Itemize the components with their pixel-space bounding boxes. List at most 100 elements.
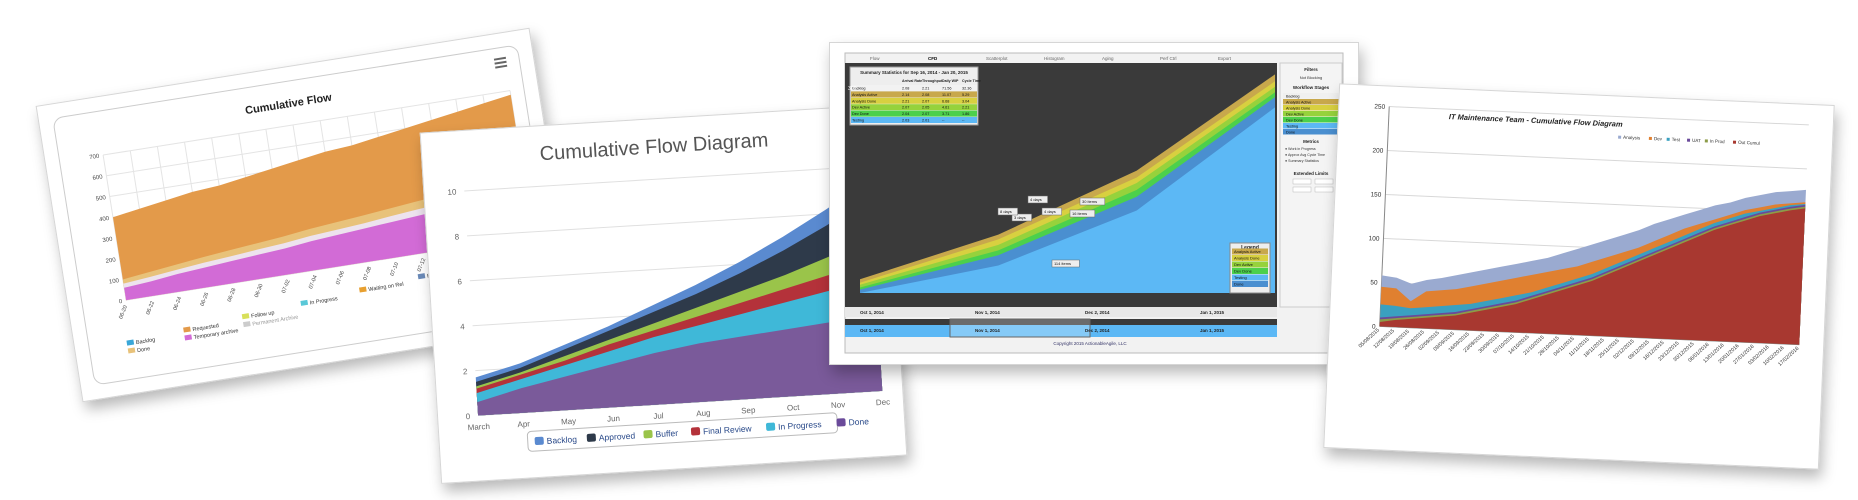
chart-2-legend-item[interactable]: Buffer: [655, 428, 678, 439]
sidebar-stage[interactable]: Dev Active: [1286, 112, 1304, 116]
chart-2-legend-item[interactable]: Backlog: [546, 434, 577, 446]
chart-2-legend-swatch: [586, 433, 596, 442]
chart-2-legend-item[interactable]: Done: [848, 416, 869, 427]
summary-cell: 2.05: [922, 106, 929, 110]
chart-3-navigator-window[interactable]: [949, 318, 1091, 338]
chart-1-legend-item[interactable]: Requested: [192, 323, 219, 333]
chart-3-legend-swatch: [1232, 248, 1268, 255]
chart-3-legend-item[interactable]: Done: [1234, 282, 1244, 287]
chart-2-x-tick: Oct: [787, 403, 801, 413]
hamburger-menu-icon[interactable]: [493, 56, 508, 69]
chart-2-x-tick: Dec: [876, 397, 891, 407]
sidebar-title-limits: Extended Limits: [1294, 171, 1329, 176]
chart-3-legend-swatch: [1232, 268, 1268, 274]
chart-1-legend-item[interactable]: In Progress: [309, 296, 338, 306]
chart-3-tab[interactable]: Export: [1218, 56, 1232, 61]
chart-1-legend-item[interactable]: Waiting on Rel: [368, 282, 404, 293]
chart-1-x-tick: 06-26: [200, 292, 211, 307]
chart-3-x-tick: Oct 1, 2014: [860, 310, 884, 315]
chart-3-svg: Flow CFD Scatterplot Histogram Aging Perf Ctr…: [844, 52, 1344, 354]
chart-2-y-tick: 4: [460, 322, 466, 331]
chart-1-legend-swatch: [242, 321, 251, 328]
summary-cell: 2.21: [902, 99, 909, 103]
sidebar-limit-input[interactable]: [1292, 178, 1312, 185]
chart-4-legend-item[interactable]: UAT: [1692, 138, 1701, 143]
chart-3-tab[interactable]: Aging: [1102, 56, 1114, 61]
summary-row-bg: [851, 91, 977, 98]
summary-row-bg: [851, 85, 977, 91]
sidebar-stage[interactable]: Analysis Done: [1286, 106, 1310, 110]
chart-4-legend-item[interactable]: In Prod: [1710, 139, 1725, 145]
chart-2-x-tick: Sep: [741, 406, 756, 416]
chart-3-callout: 16 items: [1072, 211, 1087, 216]
summary-cell: Analysis Done: [852, 99, 876, 103]
sidebar-limit-input[interactable]: [1314, 178, 1334, 185]
chart-3-tab[interactable]: Scatterplot: [986, 56, 1008, 61]
chart-4-legend-swatch: [1666, 137, 1670, 141]
summary-cell: Analysis Active: [852, 93, 877, 97]
chart-3-x-tick: Dec 2, 2014: [1085, 310, 1110, 315]
sidebar-stage[interactable]: Done: [1286, 130, 1295, 134]
chart-3-tab[interactable]: Flow: [870, 56, 880, 61]
chart-3-tab[interactable]: Histogram: [1044, 56, 1065, 61]
chart-4-legend-item[interactable]: Analysis: [1623, 135, 1641, 141]
chart-3-overview-tick: Jan 1, 2015: [1200, 328, 1225, 333]
chart-1-legend-item[interactable]: Follow up: [251, 310, 275, 320]
chart-3-legend-item[interactable]: Analysis Done: [1234, 256, 1260, 261]
sidebar-stage[interactable]: Testing: [1286, 124, 1298, 128]
chart-2-gridline: [467, 210, 872, 237]
summary-row-bg: [851, 97, 977, 104]
chart-1-legend-swatch: [417, 273, 426, 280]
chart-1-y-tick: 100: [109, 278, 120, 286]
chart-2-x-tick: Jul: [653, 411, 664, 421]
chart-4-y-tick: 150: [1370, 191, 1382, 198]
chart-1-legend-item[interactable]: Done: [137, 346, 151, 354]
chart-card-cumulative-flow-diagram: Cumulative Flow Diagram 0 2 4 6 8 10 March Apr…: [419, 104, 908, 484]
sidebar-stage[interactable]: Dev Done: [1286, 118, 1303, 122]
summary-cell: 11.07: [942, 93, 951, 97]
chart-3-tab[interactable]: CFD: [928, 56, 938, 61]
chart-3-sidebar: Filters Not Blocking Workflow Stages Backlo…: [1279, 62, 1343, 308]
chart-1-x-tick: 06-24: [173, 296, 184, 311]
sidebar-metric[interactable]: ● Summary Statistics: [1285, 159, 1319, 163]
sidebar-stage-bg: [1283, 111, 1339, 117]
sidebar-stage-bg: [1283, 99, 1339, 105]
chart-2-legend-item[interactable]: Final Review: [703, 423, 753, 436]
summary-cell: Dev Active: [852, 106, 870, 110]
chart-3-legend-item[interactable]: Analysis Active: [1234, 249, 1261, 254]
chart-4-y-tick: 100: [1368, 235, 1380, 242]
chart-4-legend-swatch: [1686, 138, 1691, 142]
sidebar-filter-select[interactable]: Not Blocking: [1300, 75, 1322, 80]
chart-2-y-tick: 2: [463, 367, 469, 376]
sidebar-limit-input[interactable]: [1292, 186, 1312, 193]
sidebar-metric[interactable]: ● Approx Avg Cycle Time: [1285, 153, 1325, 157]
chart-4-legend-item[interactable]: Out Cumul: [1738, 140, 1760, 146]
chart-3-legend-item[interactable]: Testing: [1234, 275, 1247, 280]
chart-3-callout: 3 days: [1014, 215, 1026, 220]
chart-2-y-tick: 6: [457, 277, 463, 286]
chart-3-tab[interactable]: Perf Ctrl: [1160, 56, 1177, 61]
chart-card-cfd-tool: Flow CFD Scatterplot Histogram Aging Perf Ctr…: [829, 42, 1359, 365]
chart-3-legend-item[interactable]: Dev Active: [1234, 262, 1254, 267]
chart-1-y-ticks: 0 100 200 300 400 500 600 700: [89, 154, 123, 306]
chart-3-callout: 8 days: [1000, 209, 1012, 214]
sidebar-stage[interactable]: Analysis Active: [1286, 100, 1311, 104]
chart-2-legend-item[interactable]: Approved: [599, 430, 636, 442]
sidebar-title-metrics: Metrics: [1303, 139, 1319, 144]
sidebar-limit-input[interactable]: [1314, 186, 1334, 193]
summary-row-bg: [851, 110, 977, 117]
sidebar-stage[interactable]: Backlog: [1286, 94, 1300, 98]
chart-2-legend-item[interactable]: In Progress: [778, 419, 822, 432]
chart-1-legend-swatch: [183, 326, 191, 333]
chart-1-x-tick: 07-02: [281, 279, 292, 294]
chart-4-legend-item[interactable]: Dev: [1654, 136, 1663, 141]
chart-3-legend-item[interactable]: Dev Done: [1234, 269, 1253, 274]
chart-1-legend-item[interactable]: Backlog: [135, 337, 155, 346]
sidebar-metric[interactable]: ● Work in Progress: [1285, 147, 1316, 151]
chart-4-legend: Analysis Dev Test UAT In Prod Out Cumul: [1618, 135, 1760, 146]
chart-1-x-tick: 07-06: [335, 270, 346, 285]
chart-1-legend-swatch: [300, 299, 309, 306]
chart-3-top-tabs[interactable]: Flow CFD Scatterplot Histogram Aging Perf Ctr…: [870, 56, 1232, 61]
chart-4-legend-item[interactable]: Test: [1672, 137, 1681, 142]
